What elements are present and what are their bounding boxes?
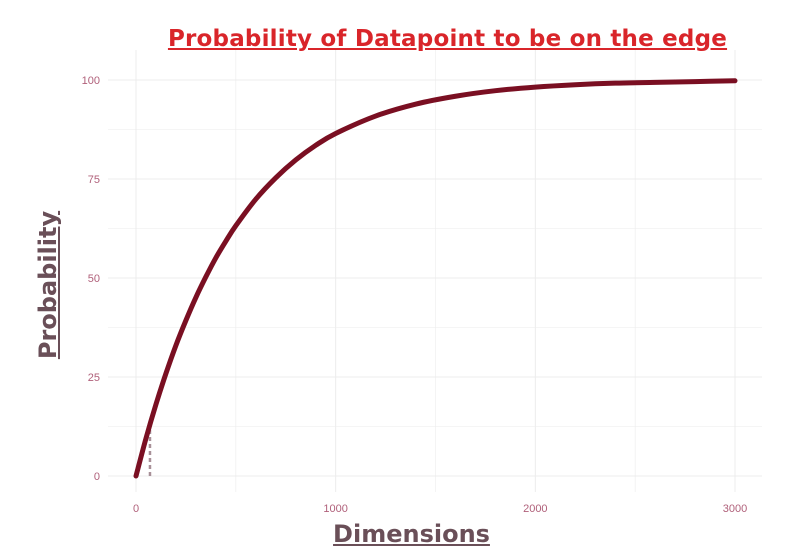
x-tick-label: 2000 [523, 503, 547, 515]
chart-title: Probability of Datapoint to be on the ed… [167, 26, 728, 52]
y-axis-label: Probability [34, 210, 62, 360]
y-tick-label: 75 [88, 174, 100, 186]
x-tick-label: 0 [133, 503, 139, 515]
y-tick-label: 100 [82, 75, 100, 87]
y-tick-label: 0 [94, 471, 100, 483]
x-axis-label: Dimensions [333, 520, 490, 548]
y-tick-label: 50 [88, 273, 100, 285]
y-tick-label: 25 [88, 372, 100, 384]
x-tick-label: 1000 [323, 503, 347, 515]
x-tick-label: 3000 [723, 503, 747, 515]
probability-curve [133, 78, 738, 479]
